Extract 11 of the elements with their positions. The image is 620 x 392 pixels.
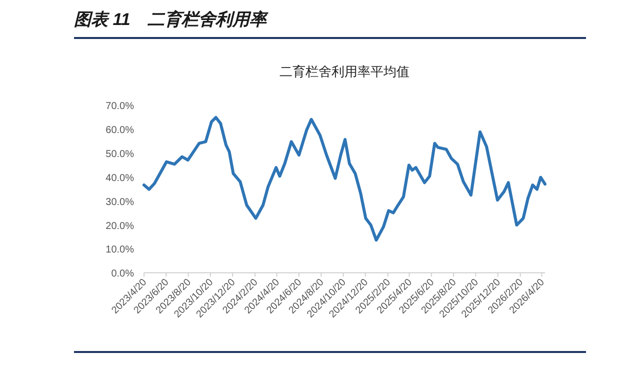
line-series — [142, 116, 546, 242]
y-tick-label: 0.0% — [111, 268, 134, 280]
y-tick-label: 20.0% — [106, 220, 134, 232]
y-tick-label: 70.0% — [106, 101, 134, 112]
chart-title: 图表 11 二育栏舍利用率 — [74, 9, 268, 29]
y-tick-label: 30.0% — [106, 196, 134, 208]
y-tick-label: 40.0% — [106, 172, 134, 184]
chart-subtitle: 二育栏舍利用率平均值 — [280, 64, 410, 79]
y-tick-label: 50.0% — [106, 148, 134, 160]
y-tick-label: 60.0% — [106, 124, 134, 136]
y-tick-label: 10.0% — [106, 244, 134, 256]
